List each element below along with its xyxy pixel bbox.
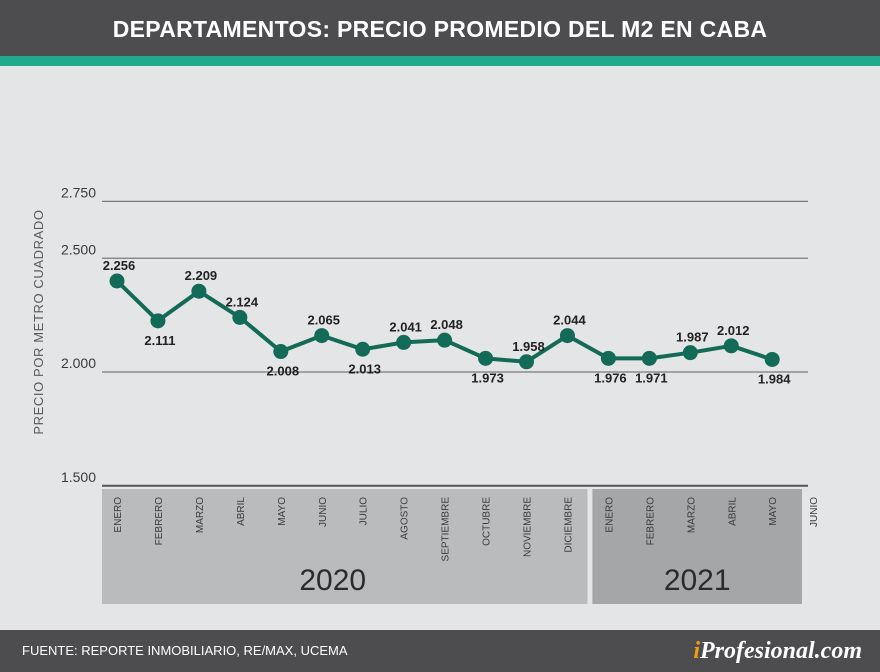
x-tick-label: DICIEMBRE [563, 497, 574, 553]
data-point [396, 334, 412, 350]
y-tick-label: 2.500 [61, 241, 96, 257]
x-tick-label: FEBRERO [154, 497, 165, 546]
data-point [314, 328, 330, 344]
x-tick-label: JUNIO [318, 497, 329, 527]
data-label: 2.041 [389, 319, 422, 334]
data-point [723, 338, 739, 354]
data-point [191, 283, 207, 299]
x-tick-label: MAYO [768, 497, 779, 526]
data-point [600, 350, 616, 366]
header-accent-stripe [0, 56, 880, 66]
data-point [641, 350, 657, 366]
data-point [355, 341, 371, 357]
data-point [232, 309, 248, 325]
data-label: 2.065 [307, 313, 340, 328]
data-label: 2.256 [103, 258, 136, 273]
data-label: 2.124 [226, 294, 259, 309]
y-tick-label: 2.750 [61, 184, 96, 200]
data-label: 2.111 [144, 333, 175, 348]
brand-logo: iProfesional.com [693, 630, 862, 672]
data-point [519, 354, 534, 370]
data-label: 1.976 [594, 370, 627, 385]
data-label: 2.008 [267, 364, 300, 379]
data-point [273, 344, 289, 360]
x-tick-label: MARZO [686, 497, 697, 533]
year-band-2021 [592, 489, 802, 604]
x-tick-label: ABRIL [236, 497, 247, 526]
data-point [109, 273, 125, 289]
data-label: 2.012 [717, 323, 750, 338]
data-point [478, 350, 494, 366]
brand-logo-text: Profesional.com [700, 638, 862, 664]
data-point [559, 328, 575, 344]
x-tick-label: NOVIEMBRE [523, 497, 534, 557]
x-tick-label: SEPTIEMBRE [441, 497, 452, 562]
header-bar: DEPARTAMENTOS: PRECIO PROMEDIO DEL M2 EN… [0, 0, 880, 56]
year-band-2020 [102, 489, 588, 604]
x-tick-label: OCTUBRE [482, 497, 493, 546]
x-tick-label: ENERO [604, 497, 615, 533]
year-label-2021: 2021 [664, 564, 731, 597]
y-axis-label: PRECIO POR METRO CUADRADO [31, 209, 46, 434]
x-tick-label: ENERO [113, 497, 124, 533]
data-label: 1.958 [512, 339, 545, 354]
y-tick-label: 1.500 [61, 469, 96, 485]
data-label: 1.971 [635, 370, 668, 385]
x-tick-label: JULIO [359, 497, 370, 526]
data-point [682, 345, 698, 361]
brand-logo-prefix: i [693, 638, 700, 664]
data-label: 1.984 [758, 371, 791, 386]
data-label: 1.973 [471, 370, 504, 385]
x-tick-label: AGOSTO [400, 497, 411, 540]
x-tick-label: JUNIO [809, 497, 820, 527]
y-tick-label: 2.000 [61, 355, 96, 371]
data-label: 2.013 [348, 361, 381, 376]
footer-bar: FUENTE: REPORTE INMOBILIARIO, RE/MAX, UC… [0, 630, 880, 672]
x-tick-label: MAYO [277, 497, 288, 526]
source-note: FUENTE: REPORTE INMOBILIARIO, RE/MAX, UC… [22, 643, 348, 658]
year-label-2020: 2020 [299, 564, 366, 597]
data-label: 1.987 [676, 330, 709, 345]
data-label: 2.044 [553, 313, 586, 328]
data-point [150, 313, 166, 329]
x-tick-label: FEBRERO [645, 497, 656, 546]
data-point [437, 332, 453, 348]
data-label: 2.209 [185, 268, 218, 283]
data-label: 2.048 [430, 317, 463, 332]
x-tick-label: MARZO [195, 497, 206, 533]
line-chart: PRECIO POR METRO CUADRADO 2020 2021 1.500 2.… [31, 184, 820, 604]
data-point [764, 351, 780, 367]
chart-title: DEPARTAMENTOS: PRECIO PROMEDIO DEL M2 EN… [112, 16, 768, 42]
x-tick-label: ABRIL [727, 497, 738, 526]
